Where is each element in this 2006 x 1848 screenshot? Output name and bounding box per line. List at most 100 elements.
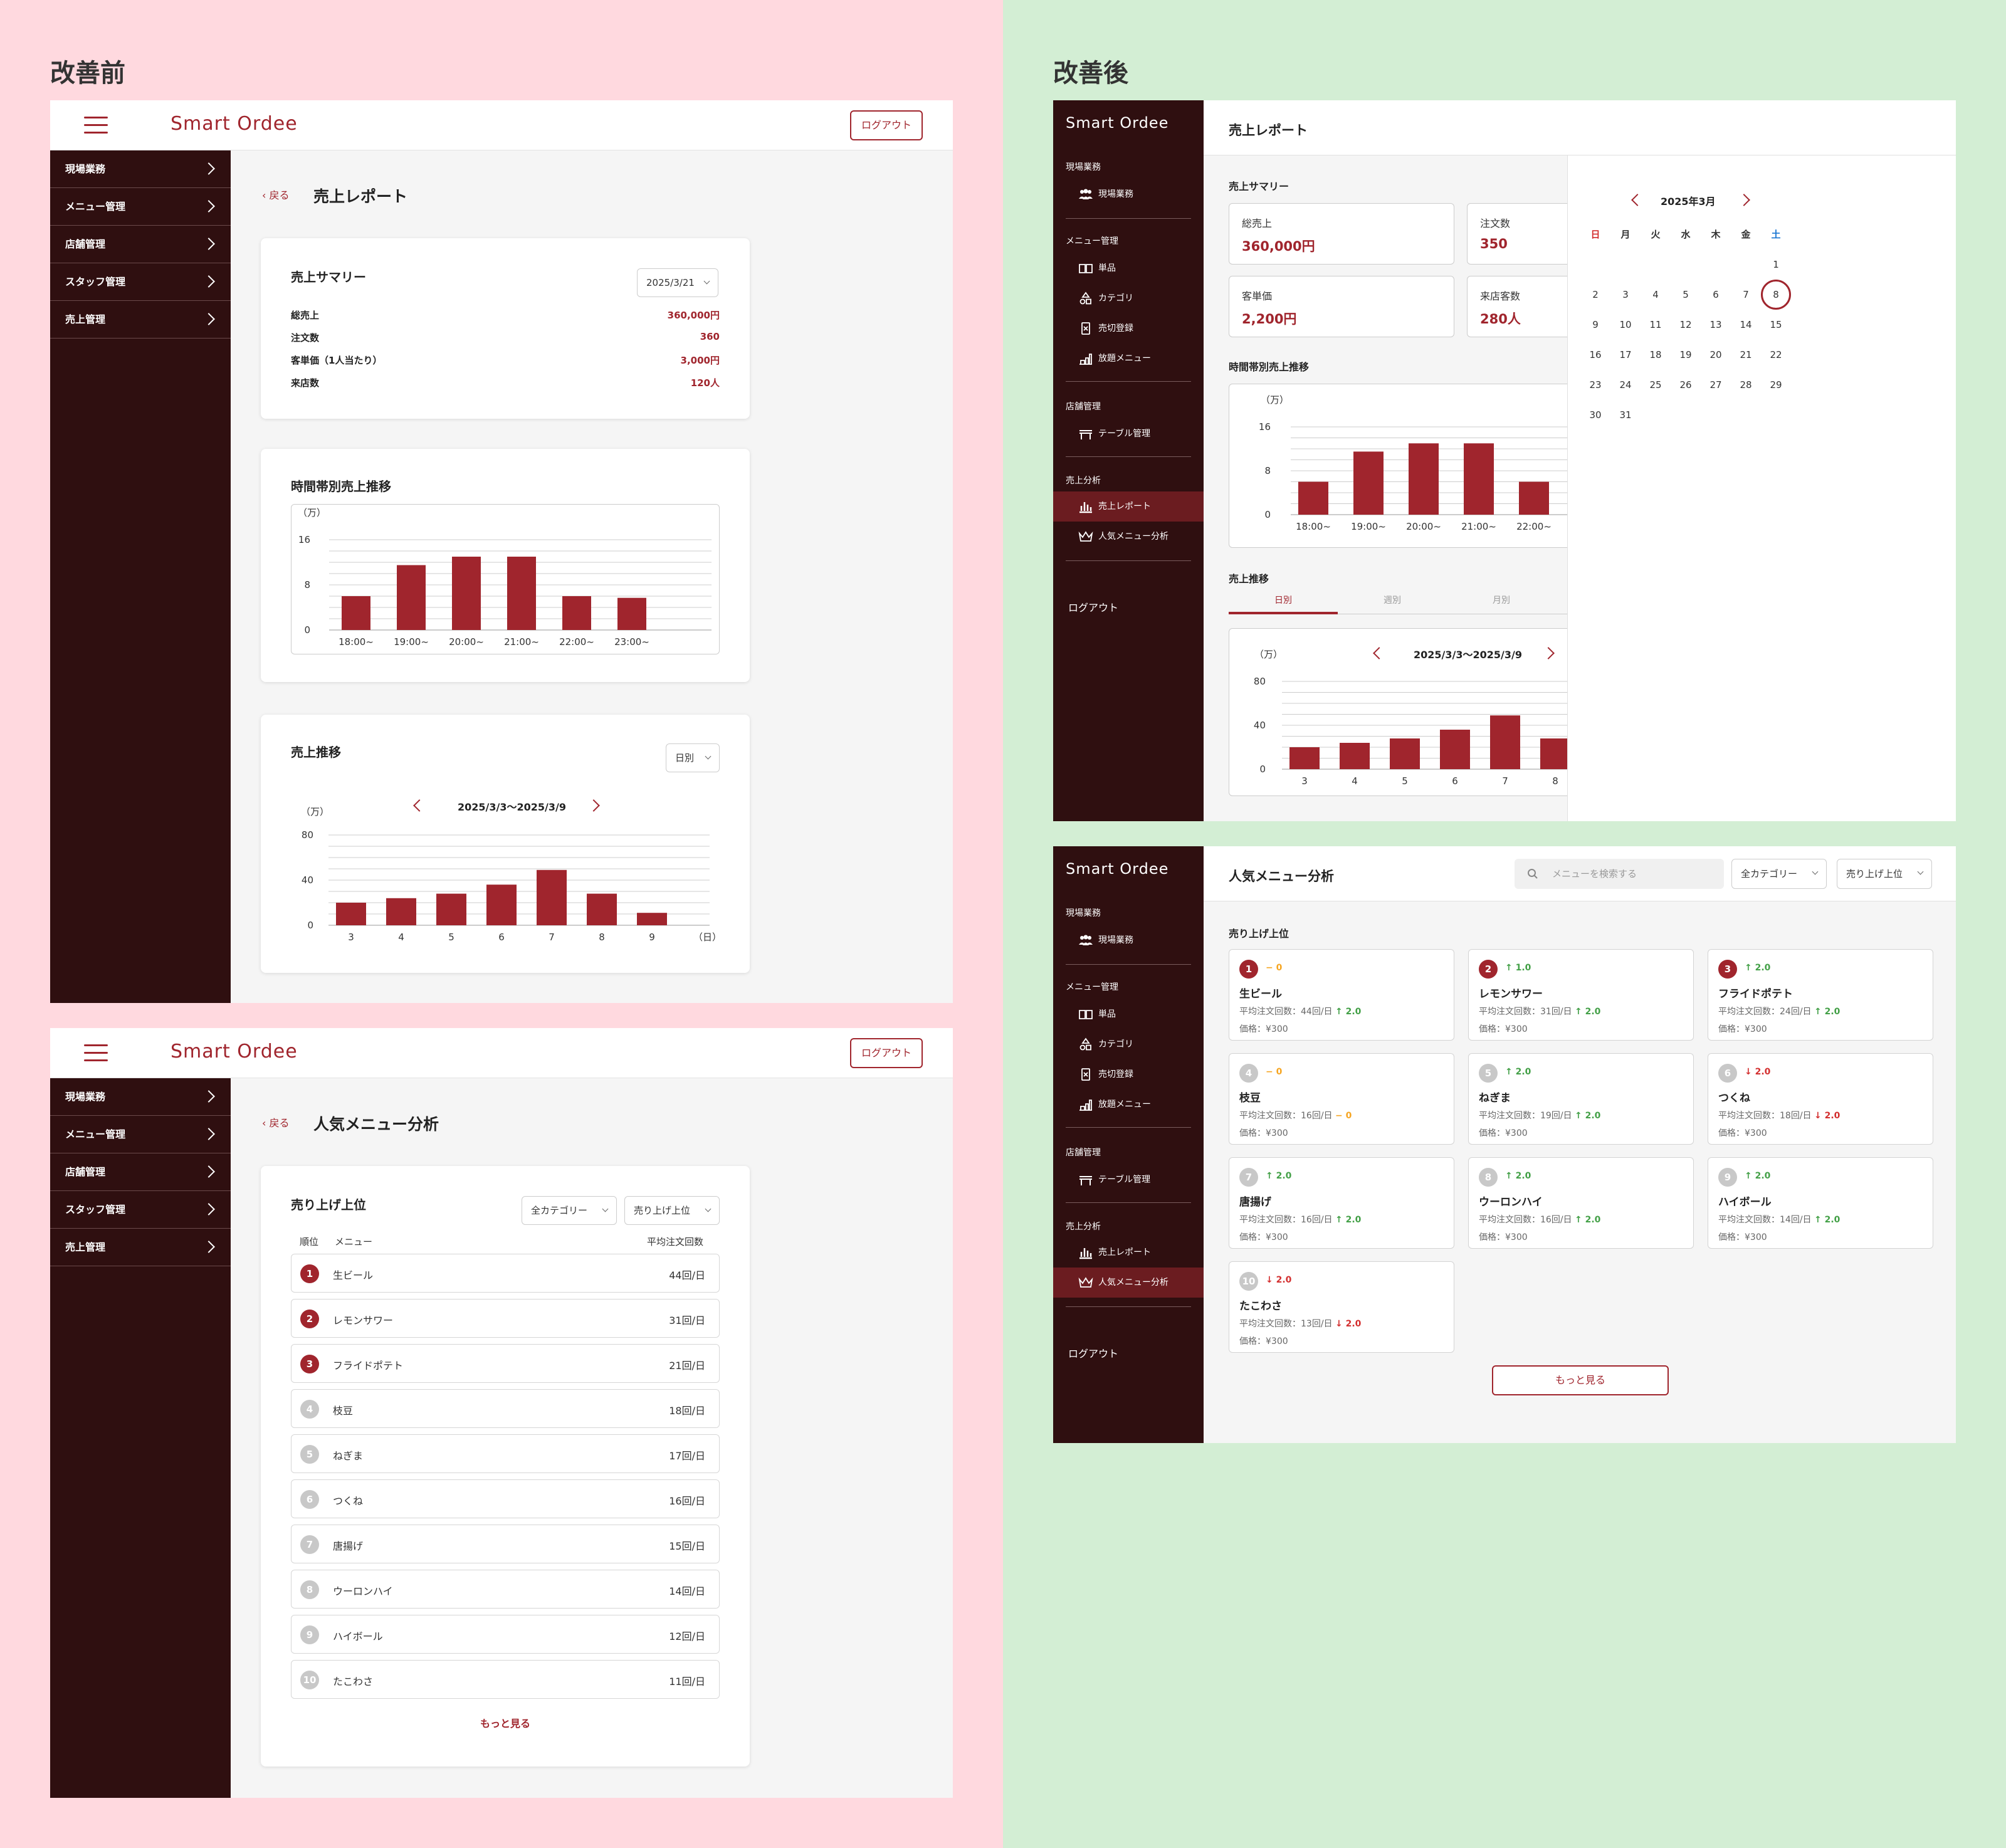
logout-link[interactable]: ログアウト <box>1068 602 1119 614</box>
calendar-day[interactable]: 21 <box>1740 349 1752 360</box>
sidebar-item-staff[interactable]: スタッフ管理 <box>50 263 231 301</box>
next-month-icon[interactable] <box>1738 194 1750 206</box>
back-link[interactable]: ‹ 戻る <box>262 1117 290 1129</box>
ranking-row[interactable]: 7 唐揚げ 15回/日 <box>291 1525 720 1563</box>
rank-change: 2.0 <box>1276 1171 1292 1181</box>
search-input[interactable]: メニューを検索する <box>1515 859 1724 889</box>
ranking-row[interactable]: 5 ねぎま 17回/日 <box>291 1434 720 1473</box>
sidebar-item-category[interactable]: カテゴリ <box>1053 283 1204 313</box>
sidebar-item-store[interactable]: 店舗管理 <box>50 226 231 263</box>
sidebar-item-table[interactable]: テーブル管理 <box>1053 1165 1204 1195</box>
calendar-day[interactable]: 31 <box>1619 409 1632 421</box>
sidebar-item-sales[interactable]: 売上管理 <box>50 301 231 339</box>
menu-card[interactable]: 1− 0 生ビール 平均注文回数：44回/日 ↑ 2.0 価格：¥300 <box>1229 949 1454 1041</box>
calendar-day[interactable]: 17 <box>1619 349 1632 360</box>
sidebar-item-single[interactable]: 単品 <box>1053 999 1204 1029</box>
sidebar-item-popular[interactable]: 人気メニュー分析 <box>1053 1268 1204 1298</box>
calendar-day[interactable]: 26 <box>1679 379 1692 391</box>
calendar-day[interactable]: 28 <box>1740 379 1752 391</box>
calendar-day[interactable]: 1 <box>1773 259 1779 270</box>
calendar-day[interactable]: 9 <box>1592 319 1599 330</box>
sidebar-item-field[interactable]: 現場業務 <box>50 1078 231 1116</box>
sidebar-item-field[interactable]: 現場業務 <box>1053 179 1204 209</box>
sidebar-item-single[interactable]: 単品 <box>1053 253 1204 283</box>
calendar-day[interactable]: 10 <box>1619 319 1632 330</box>
menu-card[interactable]: 6 ↓ 2.0 つくね 平均注文回数：18回/日 ↓ 2.0 価格：¥300 <box>1708 1053 1933 1145</box>
calendar-day[interactable]: 25 <box>1649 379 1662 391</box>
menu-card[interactable]: 2 ↑ 1.0 レモンサワー 平均注文回数：31回/日 ↑ 2.0 価格：¥300 <box>1468 949 1694 1041</box>
calendar-day[interactable]: 27 <box>1709 379 1722 391</box>
sidebar-item-field[interactable]: 現場業務 <box>1053 925 1204 955</box>
menu-card[interactable]: 7 ↑ 2.0 唐揚げ 平均注文回数：16回/日 ↑ 2.0 価格：¥300 <box>1229 1157 1454 1249</box>
sidebar-item-report[interactable]: 売上レポート <box>1053 1237 1204 1268</box>
sort-select[interactable]: 売り上げ上位 <box>624 1196 720 1225</box>
hamburger-menu-icon[interactable] <box>84 117 108 134</box>
calendar-day[interactable]: 20 <box>1709 349 1722 360</box>
date-select[interactable]: 2025/3/21 <box>637 268 718 297</box>
sidebar-item-table[interactable]: テーブル管理 <box>1053 419 1204 449</box>
ranking-row[interactable]: 2 レモンサワー 31回/日 <box>291 1299 720 1338</box>
calendar-day[interactable]: 14 <box>1740 319 1752 330</box>
sidebar-item-allyoucan[interactable]: 放題メニュー <box>1053 1089 1204 1120</box>
tab-monthly[interactable]: 月別 <box>1447 589 1556 614</box>
menu-card[interactable]: 9 ↑ 2.0 ハイボール 平均注文回数：14回/日 ↑ 2.0 価格：¥300 <box>1708 1157 1933 1249</box>
calendar-day[interactable]: 6 <box>1713 289 1719 300</box>
more-link[interactable]: もっと見る <box>480 1718 531 1730</box>
logout-button[interactable]: ログアウト <box>849 110 923 140</box>
ranking-row[interactable]: 6 つくね 16回/日 <box>291 1479 720 1518</box>
tab-weekly[interactable]: 週別 <box>1338 589 1447 614</box>
calendar-day[interactable]: 11 <box>1649 319 1662 330</box>
calendar-day[interactable]: 24 <box>1619 379 1632 391</box>
ranking-row[interactable]: 4 枝豆 18回/日 <box>291 1389 720 1428</box>
ranking-row[interactable]: 1 生ビール 44回/日 <box>291 1254 720 1293</box>
calendar-day[interactable]: 2 <box>1592 289 1599 300</box>
ranking-row[interactable]: 10 たこわさ 11回/日 <box>291 1660 720 1699</box>
sort-select[interactable]: 売り上げ上位 <box>1837 859 1932 889</box>
tab-daily[interactable]: 日別 <box>1229 589 1338 614</box>
calendar-day[interactable]: 4 <box>1652 289 1659 300</box>
calendar-day[interactable]: 22 <box>1770 349 1782 360</box>
calendar-day[interactable]: 8 <box>1761 280 1791 310</box>
category-select[interactable]: 全カテゴリー <box>1731 859 1827 889</box>
calendar-day[interactable]: 15 <box>1770 319 1782 330</box>
sidebar-item-popular[interactable]: 人気メニュー分析 <box>1053 522 1204 552</box>
calendar-day[interactable]: 30 <box>1589 409 1602 421</box>
hamburger-menu-icon[interactable] <box>84 1044 108 1062</box>
period-select[interactable]: 日別 <box>666 743 720 772</box>
menu-card[interactable]: 5 ↑ 2.0 ねぎま 平均注文回数：19回/日 ↑ 2.0 価格：¥300 <box>1468 1053 1694 1145</box>
sidebar-item-sales[interactable]: 売上管理 <box>50 1229 231 1266</box>
calendar-day[interactable]: 23 <box>1589 379 1602 391</box>
sidebar-item-store[interactable]: 店舗管理 <box>50 1153 231 1191</box>
ranking-row[interactable]: 3 フライドポテト 21回/日 <box>291 1344 720 1383</box>
menu-card[interactable]: 8 ↑ 2.0 ウーロンハイ 平均注文回数：16回/日 ↑ 2.0 価格：¥300 <box>1468 1157 1694 1249</box>
sidebar-item-menu[interactable]: メニュー管理 <box>50 188 231 226</box>
sidebar-item-report[interactable]: 売上レポート <box>1053 491 1204 522</box>
calendar-day[interactable]: 5 <box>1683 289 1689 300</box>
sidebar-item-soldout[interactable]: 売切登録 <box>1053 313 1204 344</box>
back-link[interactable]: ‹ 戻る <box>262 189 290 201</box>
calendar-day[interactable]: 7 <box>1743 289 1749 300</box>
calendar-day[interactable]: 12 <box>1679 319 1692 330</box>
calendar-day[interactable]: 13 <box>1709 319 1722 330</box>
sidebar-item-category[interactable]: カテゴリ <box>1053 1029 1204 1059</box>
menu-card[interactable]: 3 ↑ 2.0 フライドポテト 平均注文回数：24回/日 ↑ 2.0 価格：¥300 <box>1708 949 1933 1041</box>
sidebar-item-menu[interactable]: メニュー管理 <box>50 1116 231 1153</box>
calendar-day[interactable]: 19 <box>1679 349 1692 360</box>
menu-card[interactable]: 10 ↓ 2.0 たこわさ 平均注文回数：13回/日 ↓ 2.0 価格：¥300 <box>1229 1261 1454 1353</box>
calendar-day[interactable]: 16 <box>1589 349 1602 360</box>
prev-month-icon[interactable] <box>1631 194 1644 206</box>
sidebar-item-soldout[interactable]: 売切登録 <box>1053 1059 1204 1089</box>
logout-link[interactable]: ログアウト <box>1068 1348 1119 1360</box>
calendar-day[interactable]: 18 <box>1649 349 1662 360</box>
sidebar-item-staff[interactable]: スタッフ管理 <box>50 1191 231 1229</box>
more-button[interactable]: もっと見る <box>1492 1365 1669 1395</box>
category-select[interactable]: 全カテゴリー <box>522 1196 617 1225</box>
ranking-row[interactable]: 9 ハイボール 12回/日 <box>291 1615 720 1654</box>
ranking-row[interactable]: 8 ウーロンハイ 14回/日 <box>291 1570 720 1609</box>
calendar-day[interactable]: 3 <box>1622 289 1629 300</box>
sidebar-item-allyoucan[interactable]: 放題メニュー <box>1053 344 1204 374</box>
menu-card[interactable]: 4− 0 枝豆 平均注文回数：16回/日 − 0 価格：¥300 <box>1229 1053 1454 1145</box>
calendar-day[interactable]: 29 <box>1770 379 1782 391</box>
logout-button[interactable]: ログアウト <box>849 1038 923 1068</box>
sidebar-item-field[interactable]: 現場業務 <box>50 150 231 188</box>
